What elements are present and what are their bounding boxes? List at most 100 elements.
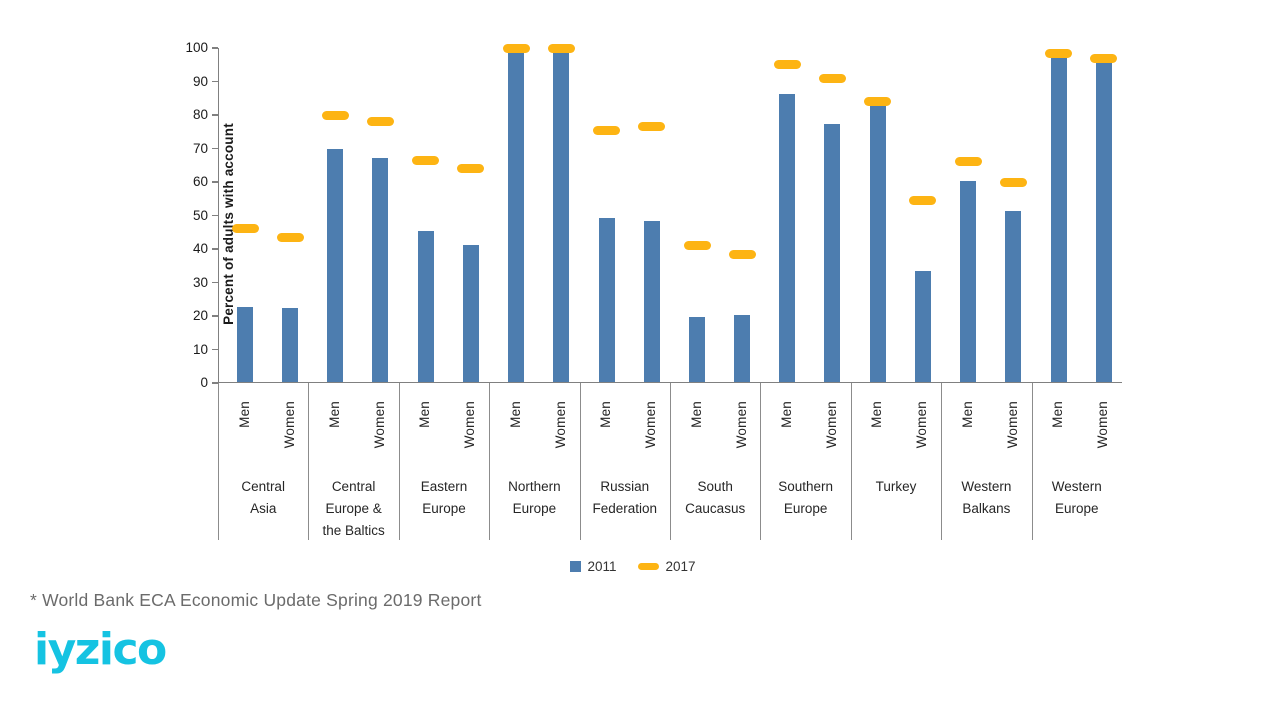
category-label-central-europe-the-baltics: Central Europe & the Baltics [308, 476, 398, 542]
x-label-men: Men [324, 401, 344, 467]
marker-2017-women-russian-federation [638, 122, 666, 132]
category-label-line: the Baltics [322, 523, 385, 538]
bar-2011-men-russian-federation [598, 217, 615, 382]
source-footnote: * World Bank ECA Economic Update Spring … [30, 590, 482, 610]
marker-2017-women-northern-europe [547, 43, 575, 53]
x-label-men: Men [957, 401, 977, 467]
category-label-line: Western [1051, 479, 1102, 494]
category-divider [398, 383, 400, 540]
legend-label-2011: 2011 [587, 558, 617, 574]
category-label-line: Western [961, 479, 1012, 494]
category-label-line: Southern [778, 479, 833, 494]
category-divider [579, 383, 581, 540]
x-label-women: Women [821, 401, 841, 467]
x-label-women: Women [1093, 401, 1113, 467]
category-label-western-europe: Western Europe [1032, 476, 1122, 520]
y-axis-tick-label: 0 [200, 375, 208, 390]
marker-2017-women-southern-europe [818, 73, 846, 83]
x-label-text: Women [823, 401, 839, 449]
bar-2011-women-western-balkans [1005, 211, 1022, 382]
category-label-western-balkans: Western Balkans [941, 476, 1031, 520]
category-divider [308, 383, 310, 540]
category-label-line: Europe & [325, 501, 382, 516]
category-label-line: Russian [600, 479, 650, 494]
bar-2011-women-central-asia [282, 308, 298, 382]
y-axis-tick-label: 90 [192, 73, 208, 89]
bar-2011-men-southern-europe [779, 93, 796, 382]
category-label-line: Central [241, 479, 285, 494]
bar-2011-women-western-europe [1095, 60, 1112, 382]
x-label-men: Men [505, 401, 525, 467]
x-label-text: Women [914, 401, 930, 449]
legend-swatch-2017 [638, 562, 660, 570]
x-label-women: Women [731, 401, 751, 467]
marker-2017-men-eastern-europe [412, 155, 440, 165]
x-label-text: Men [869, 401, 885, 428]
category-label-line: Europe [422, 501, 466, 516]
bar-2011-men-western-europe [1050, 55, 1067, 382]
x-label-women: Women [641, 401, 661, 467]
iyzico-logo: iyzico [34, 624, 167, 675]
category-label-eastern-europe: Eastern Europe [399, 476, 489, 520]
x-label-text: Women [281, 401, 297, 449]
marker-2017-men-south-caucasus [683, 241, 711, 251]
y-axis-tick-label: 70 [192, 140, 208, 156]
marker-2017-men-central-asia [231, 224, 259, 234]
x-label-text: Women [1004, 401, 1020, 449]
y-axis-tick [212, 315, 218, 317]
category-divider [760, 383, 762, 540]
category-divider [489, 383, 491, 540]
y-axis-tick-label: 30 [192, 274, 208, 290]
category-label-line: South [697, 479, 733, 494]
category-label-south-caucasus: South Caucasus [670, 476, 760, 520]
category-label-russian-federation: Russian Federation [580, 476, 670, 520]
bar-2011-men-central-asia [237, 306, 253, 382]
y-axis-tick-label: 40 [192, 241, 208, 256]
y-axis-tick [212, 80, 218, 83]
y-axis-tick-label: 60 [192, 174, 208, 189]
x-label-women: Women [369, 401, 389, 467]
x-label-men: Men [867, 401, 887, 467]
bar-2011-men-south-caucasus [689, 316, 705, 382]
x-label-text: Men [507, 401, 523, 428]
x-axis-label-area: Men Women Central Asia Men Women Central Europe… [218, 383, 1122, 543]
marker-2017-men-southern-europe [773, 60, 801, 70]
y-axis-tick [212, 114, 218, 116]
marker-2017-women-western-europe [1090, 53, 1118, 63]
category-label-central-asia: Central Asia [218, 476, 308, 520]
x-label-text: Men [778, 401, 794, 428]
marker-2017-women-central-europe-the-baltics [366, 117, 394, 127]
x-label-text: Men [688, 401, 704, 428]
legend-swatch-2011 [570, 560, 582, 572]
category-label-line: Federation [592, 501, 658, 516]
marker-2017-women-western-balkans [999, 177, 1027, 187]
y-axis-tick [212, 248, 218, 250]
category-label-line: Northern [508, 479, 561, 494]
x-label-text: Women [462, 401, 478, 449]
x-label-men: Men [1048, 401, 1068, 467]
x-label-women: Women [279, 401, 299, 467]
x-label-men: Men [415, 401, 435, 467]
marker-2017-women-south-caucasus [728, 249, 756, 259]
y-axis-tick-label: 100 [185, 40, 208, 55]
bar-2011-men-turkey [869, 105, 886, 382]
category-label-line: Europe [512, 501, 557, 516]
y-axis-tick-label: 80 [192, 107, 208, 122]
marker-2017-men-turkey [864, 97, 892, 107]
category-label-line: Caucasus [685, 501, 746, 516]
category-label-southern-europe: Southern Europe [760, 476, 850, 520]
chart-plot-area: 0 10 20 30 40 50 60 70 80 90 100 [185, 41, 1122, 390]
category-divider [941, 383, 943, 540]
y-axis-tick [212, 181, 218, 183]
bar-2011-men-western-balkans [960, 181, 977, 382]
x-label-text: Women [643, 401, 659, 449]
x-label-text: Women [552, 401, 568, 449]
y-axis-tick-label: 50 [192, 207, 208, 223]
x-label-text: Men [326, 401, 342, 428]
x-label-men: Men [686, 401, 706, 467]
y-axis-tick [212, 214, 218, 217]
legend-item-2017: 2017 [638, 559, 696, 574]
marker-2017-men-northern-europe [502, 43, 530, 53]
bar-2011-women-russian-federation [643, 221, 660, 382]
